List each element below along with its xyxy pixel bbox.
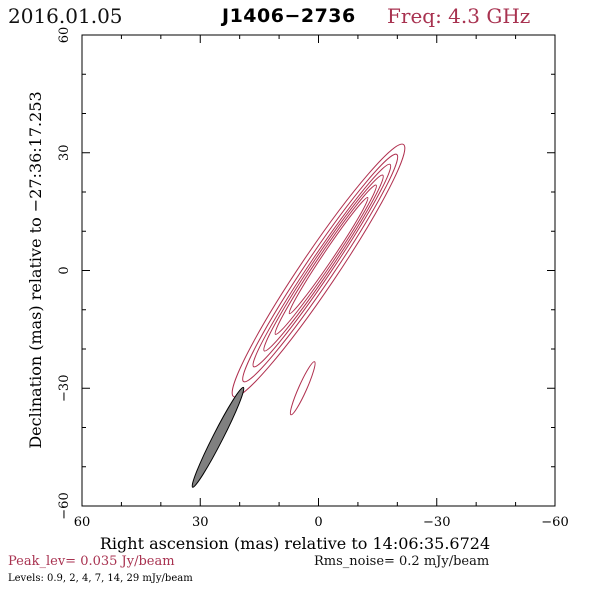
y-tick-label: 60 <box>57 27 72 44</box>
x-axis-label: Right ascension (mas) relative to 14:06:… <box>100 534 490 553</box>
contour-line <box>242 153 399 383</box>
contour-line <box>288 196 369 315</box>
beam-layer <box>191 386 245 488</box>
plot-frame <box>81 34 556 507</box>
secondary-contour <box>289 361 316 416</box>
x-tick-label: −60 <box>541 515 568 530</box>
contour-line <box>263 174 384 352</box>
contour-level-4 <box>263 174 384 352</box>
observation-date: 2016.01.05 <box>8 4 123 28</box>
rms-noise: Rms_noise= 0.2 mJy/beam <box>314 554 490 569</box>
contour-level-5 <box>274 184 377 335</box>
y-tick-label: 0 <box>57 266 72 274</box>
x-tick-label: 0 <box>314 515 322 530</box>
contour-line <box>289 361 316 416</box>
tick-labels: 60 30 0 −30 −60 −60 −30 0 30 60 <box>57 27 569 530</box>
contour-level-1 <box>231 143 406 398</box>
axis-ticks <box>81 34 556 507</box>
contour-layer <box>231 143 406 416</box>
y-tick-label: −60 <box>57 492 72 519</box>
contour-level-3 <box>252 163 392 368</box>
x-tick-label: 60 <box>74 515 91 530</box>
x-tick-label: 30 <box>192 515 209 530</box>
contour-line <box>274 184 377 335</box>
beam-shape <box>191 386 245 488</box>
contour-levels: Levels: 0.9, 2, 4, 7, 14, 29 mJy/beam <box>8 573 193 584</box>
x-tick-label: −30 <box>423 515 450 530</box>
contour-level-2 <box>242 153 399 383</box>
source-name: J1406−2736 <box>222 5 356 27</box>
contour-line <box>252 163 392 368</box>
y-tick-label: 30 <box>57 144 72 161</box>
peak-level: Peak_lev= 0.035 Jy/beam <box>8 554 175 569</box>
y-axis-label: Declination (mas) relative to −27:36:17.… <box>26 91 45 448</box>
y-tick-label: −30 <box>57 375 72 402</box>
beam-ellipse <box>191 386 245 488</box>
contour-line <box>231 143 406 398</box>
contour-level-6 <box>288 196 369 315</box>
frequency-label: Freq: 4.3 GHz <box>387 4 531 28</box>
